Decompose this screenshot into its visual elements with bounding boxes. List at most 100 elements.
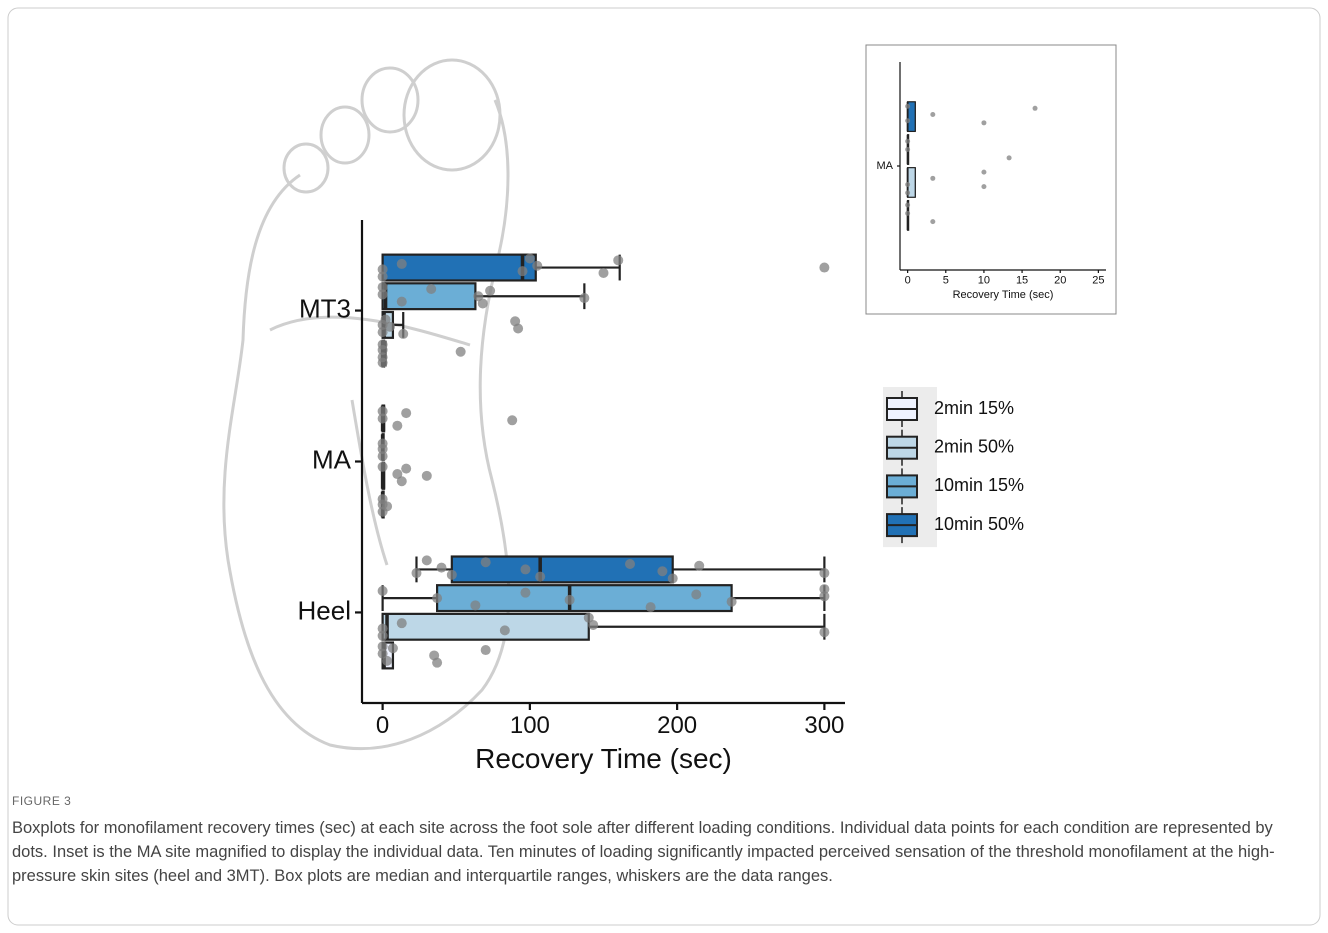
data-point [691, 589, 702, 600]
x-tick-label: 100 [510, 712, 550, 739]
data-point [377, 264, 388, 275]
data-point [387, 643, 398, 654]
y-tick-label: MT3 [299, 293, 351, 323]
data-point [421, 555, 432, 566]
data-point [905, 202, 911, 208]
data-point [436, 562, 447, 573]
data-point [477, 298, 488, 309]
data-point [819, 627, 830, 638]
data-point [380, 314, 391, 325]
data-point [981, 169, 987, 175]
data-point [421, 470, 432, 481]
x-tick-label: 25 [1092, 275, 1104, 287]
data-point [517, 266, 528, 277]
inset-frame [865, 44, 1117, 315]
y-tick-label: MA [877, 160, 894, 172]
data-point [401, 463, 412, 474]
x-tick-label: 5 [943, 275, 949, 287]
box [436, 584, 733, 613]
data-point [930, 112, 936, 118]
data-point [446, 569, 457, 580]
data-point [499, 625, 510, 636]
data-point [819, 591, 830, 602]
data-point [598, 267, 609, 278]
data-point [819, 568, 830, 579]
legend-label: 10min 50% [934, 514, 1024, 534]
data-point [470, 600, 481, 611]
data-point [905, 147, 911, 153]
data-point [667, 573, 678, 584]
data-point [473, 291, 484, 302]
data-point [819, 262, 830, 273]
data-point [930, 219, 936, 225]
legend-label: 2min 15% [934, 398, 1014, 418]
data-point [377, 585, 388, 596]
data-point [377, 451, 388, 462]
data-point [392, 420, 403, 431]
data-point [520, 587, 531, 598]
y-tick-label: MA [312, 444, 352, 474]
data-point [377, 648, 388, 659]
data-point [377, 282, 388, 293]
data-point [535, 571, 546, 582]
x-axis-title: Recovery Time (sec) [953, 289, 1054, 301]
data-point [1006, 155, 1012, 161]
x-axis-title: Recovery Time (sec) [475, 743, 732, 774]
data-point [382, 655, 393, 666]
box [381, 253, 537, 282]
data-point [625, 559, 636, 570]
data-point [532, 260, 543, 271]
data-point [377, 352, 388, 363]
x-tick-label: 200 [657, 712, 697, 739]
data-point [455, 346, 466, 357]
data-point [819, 584, 830, 595]
data-point [377, 630, 388, 641]
data-point [377, 413, 388, 424]
figure-label: FIGURE 3 [12, 794, 72, 808]
data-point [930, 175, 936, 181]
data-point [432, 593, 443, 604]
data-point [657, 566, 668, 577]
data-point [520, 564, 531, 575]
data-point [432, 657, 443, 668]
data-point [396, 258, 407, 269]
data-point [384, 321, 395, 332]
data-point [392, 469, 403, 480]
data-point [480, 557, 491, 568]
x-tick-label: 20 [1054, 275, 1066, 287]
data-point [377, 327, 388, 338]
x-tick-label: 0 [376, 712, 389, 739]
data-point [377, 271, 388, 282]
data-point [377, 339, 388, 350]
data-point [411, 568, 422, 579]
x-tick-label: 0 [905, 275, 911, 287]
data-point [485, 285, 496, 296]
data-point [694, 560, 705, 571]
data-point [377, 623, 388, 634]
data-point [905, 118, 911, 124]
data-point [905, 210, 911, 216]
figure-caption: Boxplots for monofilament recovery times… [12, 819, 1275, 885]
figure-frame [7, 7, 1321, 926]
data-point [905, 138, 911, 144]
data-point [377, 641, 388, 652]
data-point [579, 293, 590, 304]
data-point [507, 415, 518, 426]
data-point [480, 645, 491, 656]
data-point [513, 323, 524, 334]
data-point [564, 594, 575, 605]
data-point [377, 461, 388, 472]
data-point [588, 619, 599, 630]
data-point [396, 476, 407, 487]
data-point [905, 190, 911, 196]
data-point [377, 289, 388, 300]
box [381, 612, 590, 641]
data-point [377, 406, 388, 417]
foot-outline [222, 58, 511, 751]
data-point [583, 612, 594, 623]
data-point [524, 253, 535, 264]
data-point [398, 328, 409, 339]
legend-label: 2min 50% [934, 436, 1014, 456]
x-tick-label: 300 [804, 712, 844, 739]
